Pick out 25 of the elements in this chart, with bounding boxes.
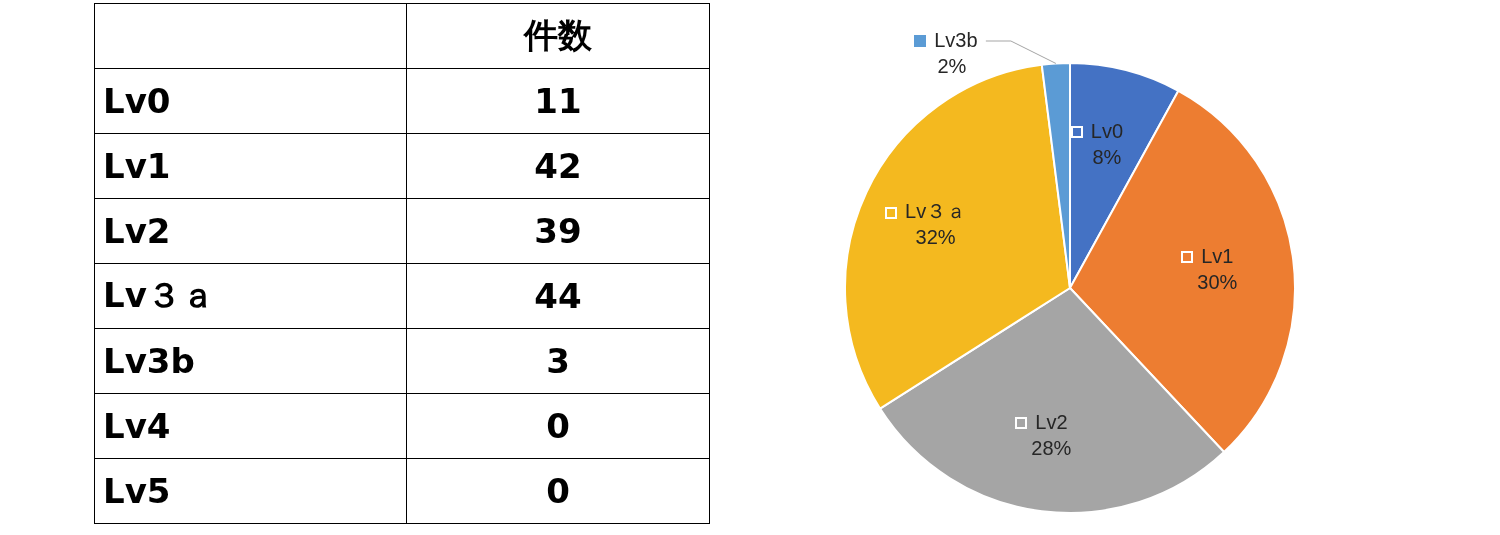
slice-label: Lv0 [1090,119,1124,142]
category-label: Lv0 [94,68,407,134]
data-label: 30% [1197,270,1238,293]
data-label: 42 [406,133,710,199]
category-label: Lv1 [94,133,407,199]
data-label: 28% [1031,436,1072,459]
data-label: 3 [406,328,710,394]
data-label: 32% [915,226,956,249]
slice-label: Lv1 [1201,244,1234,267]
data-label: 2% [937,54,967,77]
category-label: Lv2 [94,198,407,264]
category-label: Lv5 [94,458,407,524]
data-label: 0 [406,458,710,524]
category-label: Lv３ａ [94,263,407,329]
data-label: 0 [406,393,710,459]
slice-label: Lv３ａ [905,200,967,223]
data-label: 8% [1092,145,1122,168]
legend-label: Lv3b [934,28,978,51]
data-label: 39 [406,198,710,264]
category-label: Lv3b [94,328,407,394]
slice-label: Lv2 [1035,410,1068,433]
data-label: 11 [406,68,710,134]
category-label: Lv4 [94,393,407,459]
data-label: 44 [406,263,710,329]
text: 件数 [406,3,710,69]
